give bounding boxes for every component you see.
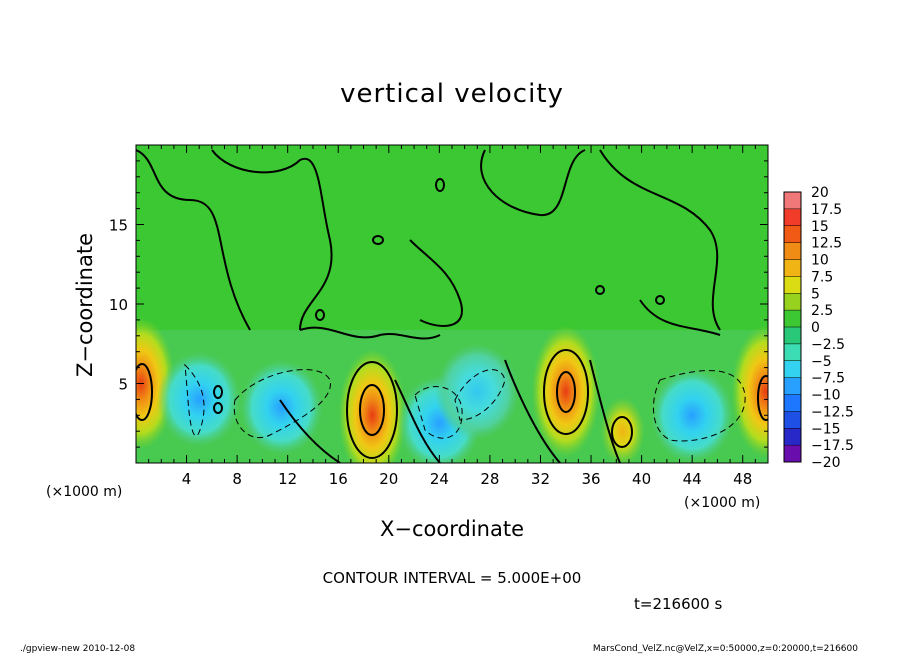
y-tick-label: 15 — [109, 217, 128, 235]
colorbar-swatch — [784, 259, 801, 277]
colorbar-swatch — [784, 394, 801, 412]
colorbar-swatch — [784, 208, 801, 227]
contour-rings — [136, 178, 768, 459]
colorbar-swatch — [784, 192, 801, 210]
colorbar-swatch — [784, 276, 801, 294]
x-tick-label: 40 — [632, 470, 651, 488]
colorbar-label: −17.5 — [811, 438, 854, 454]
colorbar-swatch — [784, 310, 801, 328]
colorbar-swatch — [784, 225, 801, 243]
colorbar-label: 10 — [811, 253, 829, 269]
colorbar-label: −12.5 — [811, 404, 854, 420]
x-tick-label: 44 — [683, 470, 702, 488]
y-axis: 5 10 15 — [109, 160, 768, 448]
y-axis-title: Z−coordinate — [73, 233, 97, 377]
colorbar-label: 5 — [811, 286, 820, 302]
colorbar-swatch — [784, 343, 801, 362]
x-tick-label: 24 — [430, 470, 449, 488]
colorbar-label: −7.5 — [811, 371, 845, 387]
colorbar-swatch — [784, 377, 801, 395]
colorbar-swatch — [784, 327, 801, 345]
chart-title: vertical velocity — [340, 79, 564, 109]
colorbar-label: −15 — [811, 421, 841, 437]
feature-layer — [136, 317, 768, 463]
updraft-cell-10 — [731, 325, 768, 458]
colorbar-label: −20 — [811, 455, 841, 471]
downdraft-cell-6 — [435, 343, 520, 440]
colorbar-swatch — [784, 445, 801, 463]
colorbar-label: 20 — [811, 185, 829, 201]
plot-area — [136, 145, 768, 463]
footer-left: ./gpview-new 2010-12-08 — [20, 644, 135, 654]
x-axis: 4 8 12 16 20 24 28 32 36 40 44 48 — [148, 145, 756, 488]
colorbar-swatch — [784, 411, 801, 429]
x-tick-label: 36 — [581, 470, 600, 488]
y-tick-label: 10 — [109, 296, 128, 314]
colorbar-swatch — [784, 360, 801, 378]
colorbar-label: 0 — [811, 320, 820, 336]
colorbar-label: 17.5 — [811, 202, 842, 218]
x-tick-label: 32 — [531, 470, 550, 488]
downdraft-cell-2 — [157, 351, 242, 448]
updraft-cell-8 — [600, 397, 645, 463]
colorbar: 2017.51512.5107.552.50−2.5−5−7.5−10−12.5… — [783, 185, 854, 471]
y-tick-label: 5 — [118, 376, 128, 394]
updraft-cell-7 — [531, 325, 600, 458]
downdraft-cell-9 — [650, 367, 735, 463]
updraft-cell-4 — [338, 349, 407, 463]
contour-interval-text: CONTOUR INTERVAL = 5.000E+00 — [323, 569, 582, 587]
colorbar-label: 12.5 — [811, 236, 842, 252]
x-tick-label: 4 — [182, 470, 192, 488]
x-unit-label-left: (×1000 m) — [46, 484, 122, 500]
x-unit-label-right: (×1000 m) — [684, 495, 760, 511]
time-label: t=216600 s — [634, 595, 722, 613]
x-tick-label: 48 — [733, 470, 752, 488]
colorbar-label: −5 — [811, 354, 832, 370]
dashed-contours — [184, 363, 746, 442]
colorbar-label: 2.5 — [811, 303, 833, 319]
colorbar-label: −10 — [811, 388, 841, 404]
colorbar-swatch — [784, 428, 801, 446]
contour-lines — [136, 149, 721, 463]
downdraft-cell-3 — [239, 359, 324, 456]
x-tick-label: 8 — [232, 470, 242, 488]
x-axis-title: X−coordinate — [380, 517, 524, 541]
x-tick-label: 16 — [329, 470, 348, 488]
x-tick-label: 20 — [379, 470, 398, 488]
colorbar-label: 7.5 — [811, 269, 833, 285]
x-tick-label: 12 — [278, 470, 297, 488]
footer-right: MarsCond_VelZ.nc@VelZ,x=0:50000,z=0:2000… — [593, 644, 858, 654]
colorbar-swatch — [784, 293, 801, 311]
colorbar-swatch — [784, 242, 801, 260]
colorbar-label: −2.5 — [811, 337, 845, 353]
colorbar-label: 15 — [811, 219, 829, 235]
x-tick-label: 28 — [480, 470, 499, 488]
